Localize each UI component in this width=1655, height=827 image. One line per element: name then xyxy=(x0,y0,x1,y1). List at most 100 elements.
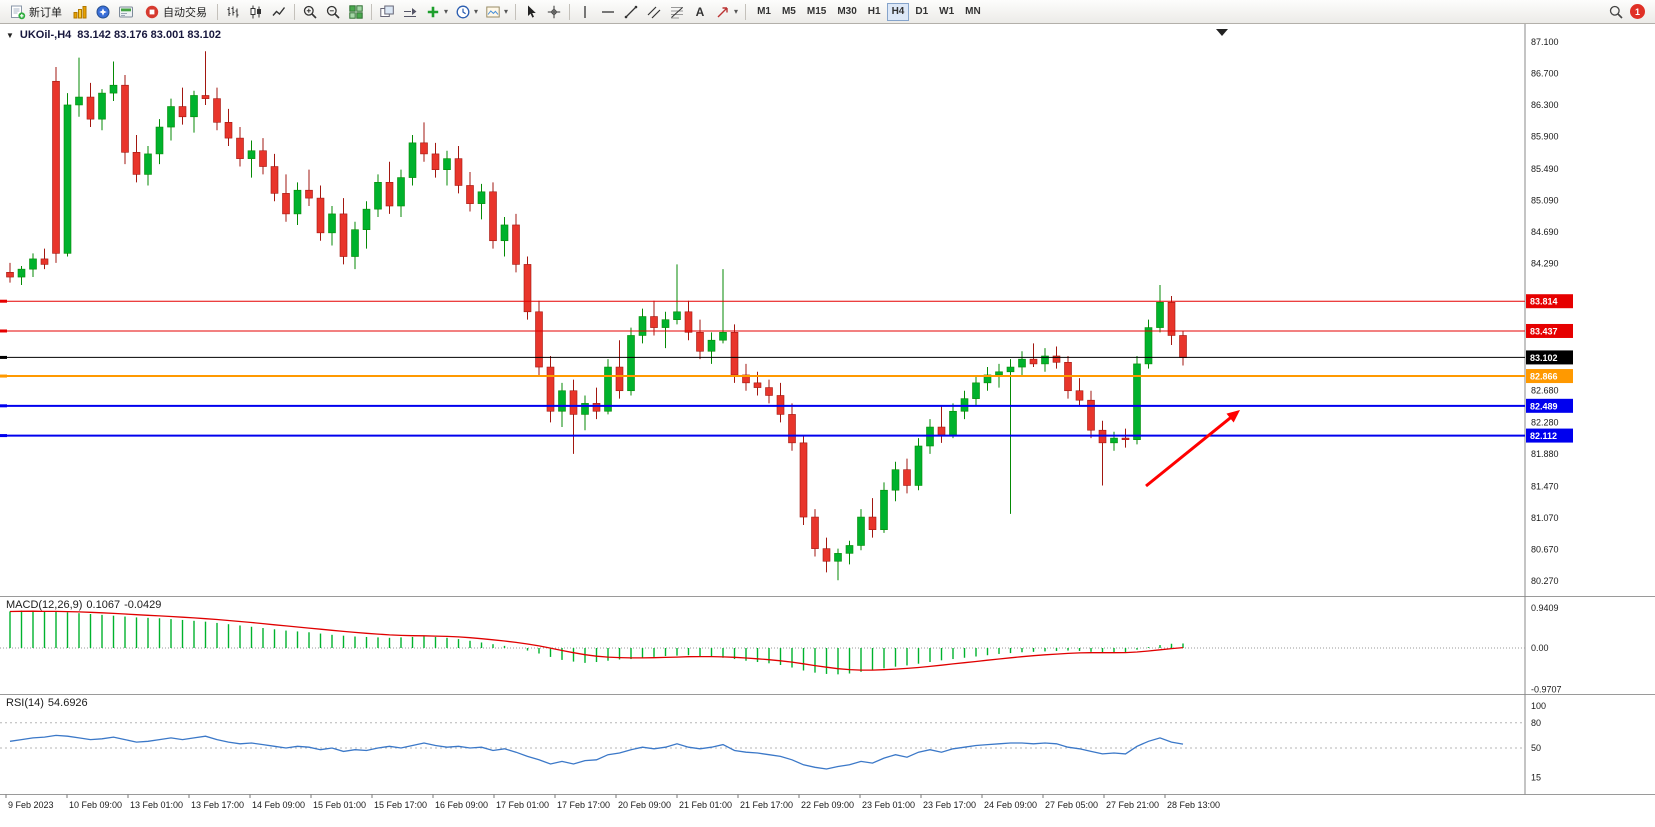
crosshair-icon xyxy=(546,4,562,20)
candle-body xyxy=(558,390,566,412)
macd-axis-tick: 0.00 xyxy=(1531,643,1549,653)
candlestick-chart-button[interactable] xyxy=(245,2,267,22)
main-toolbar: 新订单 自动交易 ▾ ▾ ▾ A ▾ M1 M5 M15 M3 xyxy=(0,0,1655,24)
toolbar-separator xyxy=(371,3,372,20)
trend-arrow[interactable] xyxy=(1145,410,1240,488)
price-axis-tick: 82.280 xyxy=(1531,417,1559,427)
notification-badge[interactable]: 1 xyxy=(1630,4,1645,19)
timeframe-button-m15[interactable]: M15 xyxy=(802,3,831,21)
candle-body xyxy=(190,95,198,118)
tile-windows-button[interactable] xyxy=(345,2,367,22)
market-watch-button[interactable] xyxy=(69,2,91,22)
trendline-tool-button[interactable] xyxy=(620,2,642,22)
time-axis-label: 23 Feb 01:00 xyxy=(862,800,915,810)
macd-main-value: 0.1067 xyxy=(86,599,121,611)
time-axis[interactable]: 9 Feb 2023 10 Feb 09:00 13 Feb 01:00 13 Feb… xyxy=(5,794,1220,811)
time-axis-label: 15 Feb 17:00 xyxy=(374,800,427,810)
chart-shift-marker-icon[interactable] xyxy=(1216,29,1228,36)
price-axis[interactable]: 87.100 86.700 86.300 85.900 85.490 85.090 84.6… xyxy=(1531,37,1559,586)
timeframe-button-m5[interactable]: M5 xyxy=(777,3,801,21)
candle-body xyxy=(6,272,14,278)
timeframe-button-d1[interactable]: D1 xyxy=(910,3,933,21)
chart-shift-button[interactable] xyxy=(399,2,421,22)
price-axis-tick: 86.300 xyxy=(1531,100,1559,110)
time-axis-label: 17 Feb 01:00 xyxy=(496,800,549,810)
candle-body xyxy=(765,387,773,396)
zoom-out-button[interactable] xyxy=(322,2,344,22)
new-order-button[interactable]: 新订单 xyxy=(4,2,68,22)
toolbar-separator xyxy=(745,3,747,20)
candle-body xyxy=(523,264,532,313)
arrows-tool-button[interactable]: ▾ xyxy=(712,2,741,22)
timeframe-toolbar: M1 M5 M15 M30 H1 H4 D1 W1 MN xyxy=(752,2,986,21)
candle-body xyxy=(822,548,831,562)
candle-body xyxy=(466,185,474,204)
cursor-button[interactable] xyxy=(520,2,542,22)
candle-body xyxy=(236,137,244,159)
macd-signal-line xyxy=(9,610,1184,671)
candle-body xyxy=(489,191,497,242)
candle-body xyxy=(868,516,877,530)
zoom-in-button[interactable] xyxy=(299,2,321,22)
arrange-windows-button[interactable] xyxy=(376,2,398,22)
horizontal-line-tool-button[interactable] xyxy=(597,2,619,22)
zoom-out-icon xyxy=(325,4,341,20)
templates-button[interactable]: ▾ xyxy=(482,2,511,22)
candle-body xyxy=(408,142,417,178)
candle-body xyxy=(40,258,49,265)
fibonacci-tool-button[interactable] xyxy=(666,2,688,22)
candle-body xyxy=(811,516,819,549)
channel-tool-button[interactable] xyxy=(643,2,665,22)
price-axis-tick: 84.690 xyxy=(1531,227,1559,237)
price-badge-label: 82.866 xyxy=(1530,372,1558,382)
timeframe-button-w1[interactable]: W1 xyxy=(934,3,959,21)
indicators-button[interactable]: ▾ xyxy=(422,2,451,22)
search-button[interactable] xyxy=(1605,2,1627,22)
candle-body xyxy=(1029,358,1038,365)
candle-body xyxy=(454,158,463,186)
timeframe-button-mn[interactable]: MN xyxy=(960,3,986,21)
line-chart-button[interactable] xyxy=(268,2,290,22)
navigator-button[interactable] xyxy=(92,2,114,22)
zoom-in-icon xyxy=(302,4,318,20)
text-tool-button[interactable]: A xyxy=(689,2,711,22)
vertical-line-tool-button[interactable] xyxy=(574,2,596,22)
timeframe-button-m1[interactable]: M1 xyxy=(752,3,776,21)
candle-body xyxy=(63,104,72,254)
timeframe-button-h4[interactable]: H4 xyxy=(886,2,910,21)
candle-body xyxy=(270,166,279,194)
candle-body xyxy=(903,469,911,486)
candle-body xyxy=(581,403,589,415)
toolbar-separator xyxy=(217,3,218,20)
candle-body xyxy=(730,332,739,376)
candle-body xyxy=(638,316,647,336)
timeframe-button-h1[interactable]: H1 xyxy=(863,3,886,21)
autotrading-button[interactable]: 自动交易 xyxy=(138,2,213,22)
chart-ohlc-values: 83.142 83.176 83.001 83.102 xyxy=(77,29,222,41)
time-axis-label: 9 Feb 2023 xyxy=(8,800,54,810)
candle-body xyxy=(696,332,704,352)
time-axis-label: 13 Feb 17:00 xyxy=(191,800,244,810)
rsi-axis-tick: 80 xyxy=(1531,718,1541,728)
chart-area[interactable]: 87.100 86.700 86.300 85.900 85.490 85.090 84.6… xyxy=(0,24,1655,827)
crosshair-button[interactable] xyxy=(543,2,565,22)
candle-body xyxy=(500,224,509,242)
candle-body xyxy=(86,96,95,120)
candle-body xyxy=(431,153,440,170)
terminal-button[interactable] xyxy=(115,2,137,22)
candle-body xyxy=(374,182,382,210)
candle-body xyxy=(799,442,808,518)
periods-button[interactable]: ▾ xyxy=(452,2,481,22)
time-axis-label: 21 Feb 17:00 xyxy=(740,800,793,810)
candle-body xyxy=(420,142,428,155)
price-badge xyxy=(1526,294,1573,309)
price-badge-label: 83.102 xyxy=(1530,353,1558,363)
candle-body xyxy=(845,545,854,554)
timeframe-button-m30[interactable]: M30 xyxy=(832,3,861,21)
candle-body xyxy=(512,224,520,265)
candle-body xyxy=(316,197,325,234)
candle-body xyxy=(52,80,60,254)
bar-chart-button[interactable] xyxy=(222,2,244,22)
candle-body xyxy=(75,96,83,106)
